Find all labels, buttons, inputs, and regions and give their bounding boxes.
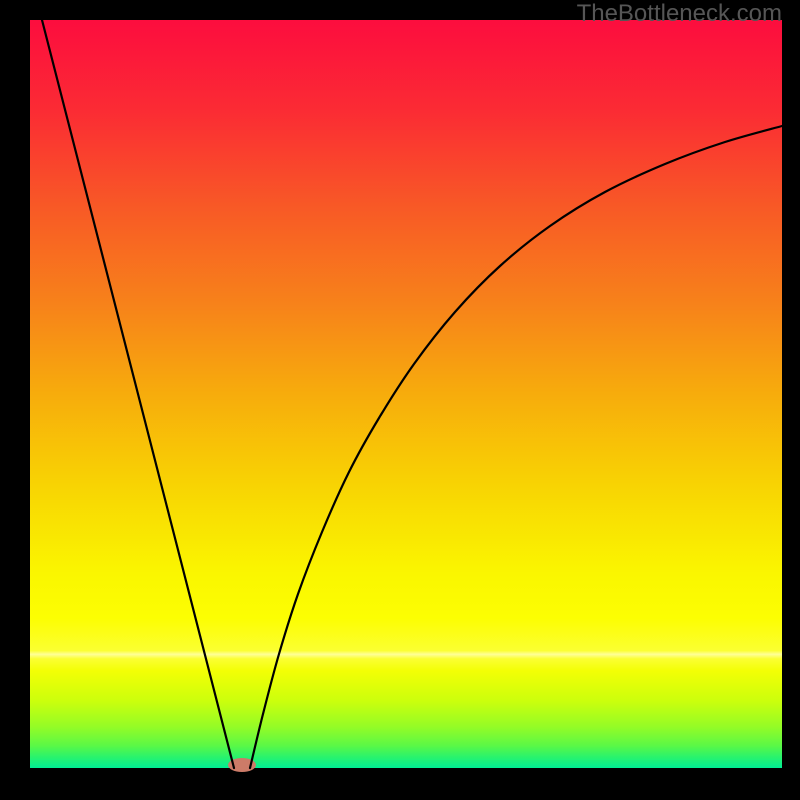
chart-frame: TheBottleneck.com xyxy=(0,0,800,800)
watermark-text: TheBottleneck.com xyxy=(577,0,782,28)
plot-gradient-rect xyxy=(30,20,782,768)
plot-svg xyxy=(0,0,800,800)
